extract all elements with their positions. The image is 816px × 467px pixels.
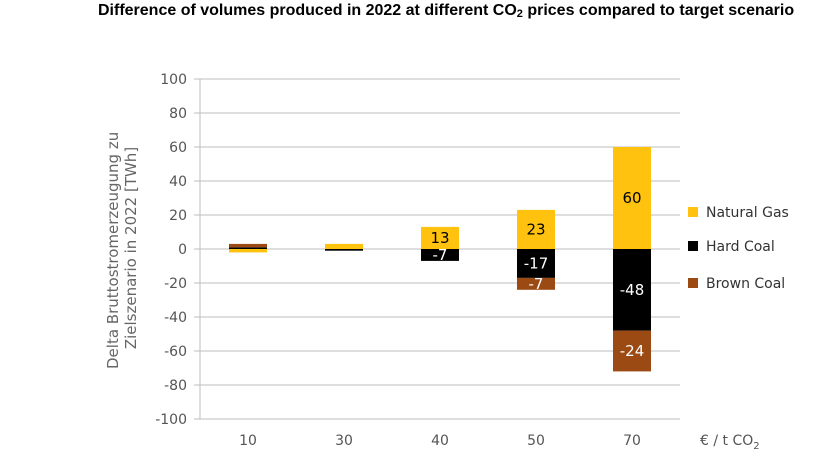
y-tick-label: -20 [164,276,187,292]
y-tick-label: 60 [169,140,187,156]
bar-brown-coal [229,243,267,248]
y-tick-label: 0 [178,242,187,258]
x-tick-label: 50 [527,433,545,449]
legend-label: Hard Coal [706,239,775,255]
bar-hard-coal [517,249,555,278]
bar-natural-gas [229,249,267,253]
bar-brown-coal [517,277,555,290]
y-axis-label-line1: Delta Bruttostromerzeugung zu [104,132,122,369]
bar-value-label: -24 [620,342,645,360]
bar-natural-gas [325,243,363,249]
x-tick-label: 70 [623,433,641,449]
x-axis-unit: € / t CO2 [700,433,760,452]
bar-hard-coal [325,249,363,251]
bar-hard-coal [613,249,651,331]
y-tick-label: -100 [155,412,187,428]
y-tick-label: 80 [169,106,187,122]
x-tick-label: 10 [239,433,257,449]
y-tick-label: -40 [164,310,187,326]
bar-natural-gas [613,147,651,249]
y-axis: 100 80 60 40 20 0 -20 -40 -60 -80 -100 [155,72,201,428]
y-tick-label: -80 [164,378,187,394]
bar-value-label: 23 [526,220,545,238]
x-axis: 10 30 40 50 70 [239,433,641,449]
bar-hard-coal [421,249,459,261]
bars: 13-723-17-760-48-24 [229,147,651,372]
y-tick-label: 100 [160,72,187,88]
x-tick-label: 30 [335,433,353,449]
legend-label: Natural Gas [706,205,789,221]
legend-swatch-hard-coal [688,241,698,251]
bar-brown-coal [613,330,651,372]
bar-value-label: -7 [433,246,448,264]
bar-value-label: 13 [430,229,449,247]
x-tick-label: 40 [431,433,449,449]
bar-value-label: -7 [529,275,544,293]
bar-natural-gas [517,209,555,249]
y-tick-label: 40 [169,174,187,190]
bar-hard-coal [229,247,267,249]
bar-value-label: 60 [622,189,641,207]
y-tick-label: -60 [164,344,187,360]
chart-title: Difference of volumes produced in 2022 a… [98,2,795,20]
y-axis-label: Delta Bruttostromerzeugung zu Zielszenar… [104,127,140,369]
bar-natural-gas [421,226,459,249]
grid-lines [200,78,680,420]
legend-swatch-brown-coal [688,278,698,288]
bar-value-label: -17 [524,254,549,272]
y-tick-label: 20 [169,208,187,224]
legend-swatch-natural-gas [688,207,698,217]
bar-value-label: -48 [620,281,645,299]
y-axis-label-line2: Zielszenario in 2022 [TWh] [122,147,140,349]
legend: Natural Gas Hard Coal Brown Coal [688,205,789,292]
legend-label: Brown Coal [706,276,785,292]
